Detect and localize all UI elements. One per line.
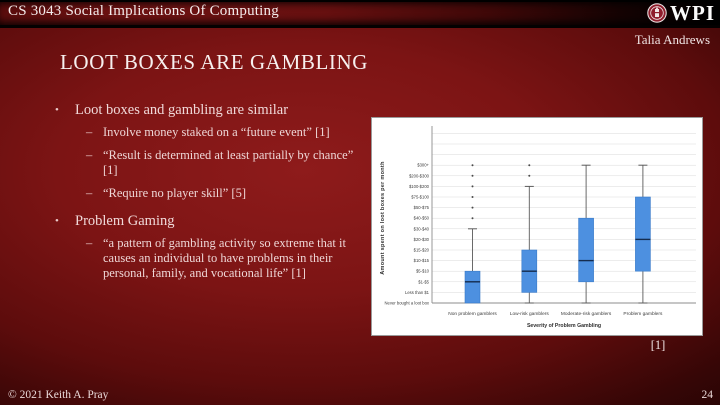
bullet-dot: • xyxy=(55,104,59,116)
x-tick-label: Moderate-risk gamblers xyxy=(561,311,612,317)
y-tick-label: Never bought a loot box xyxy=(385,301,430,306)
wpi-logo: WPI xyxy=(647,1,715,25)
copyright-text: © 2021 Keith A. Pray xyxy=(8,389,109,401)
y-tick-label: $15-$20 xyxy=(414,248,430,253)
y-tick-label: $10-$15 xyxy=(414,258,430,263)
sub-bullet-item: – “Require no player skill” [5] xyxy=(86,186,363,201)
x-tick-label: Non problem gamblers xyxy=(448,311,497,317)
slide-title: LOOT BOXES ARE GAMBLING xyxy=(60,50,369,74)
bullet-dash: – xyxy=(86,186,93,201)
wpi-seal-icon xyxy=(647,3,667,23)
boxplot-svg: Never bought a loot box Less than $1 $1-$5… xyxy=(380,126,696,329)
sub-bullet-list: – Involve money staked on a “future event… xyxy=(55,125,363,201)
sub-bullet-text: “Require no player skill” [5] xyxy=(103,186,247,201)
page-number: 24 xyxy=(701,389,714,401)
outlier-dot xyxy=(471,206,474,209)
bullet-list: • Loot boxes and gambling are similar – Inv… xyxy=(55,102,363,293)
box xyxy=(464,270,481,304)
sub-bullet-list: – “a pattern of gambling activity so extr… xyxy=(55,236,363,281)
y-tick-label: $1-$5 xyxy=(418,279,429,284)
y-tick-label: $300+ xyxy=(417,163,429,168)
y-tick-label: $200-$300 xyxy=(409,173,430,178)
sub-bullet-item: – “a pattern of gambling activity so extr… xyxy=(86,236,363,281)
x-tick-label: Problem gamblers xyxy=(623,311,663,317)
bullet-dot: • xyxy=(55,215,59,228)
x-tick-label: Low-risk gamblers xyxy=(510,311,550,317)
outlier-dot xyxy=(471,185,474,188)
wpi-logo-text: WPI xyxy=(670,1,715,25)
x-axis-title: Severity of Problem Gambling xyxy=(527,323,601,329)
outlier-dot xyxy=(471,217,474,220)
bullet-text: Problem Gaming xyxy=(75,213,175,230)
y-tick-label: $75-$100 xyxy=(411,195,429,200)
outlier-dot xyxy=(471,164,474,167)
bullet-text: Loot boxes and gambling are similar xyxy=(75,102,289,118)
y-tick-label: $5-$10 xyxy=(416,269,430,274)
bullet-dash: – xyxy=(86,125,93,140)
y-tick-label: $50-$75 xyxy=(414,205,430,210)
box xyxy=(635,196,651,272)
chart-citation: [1] xyxy=(650,338,666,352)
author-name: Talia Andrews xyxy=(634,32,710,47)
sub-bullet-item: – “Result is determined at least partiall… xyxy=(86,148,363,178)
sub-bullet-text: “Result is determined at least partially… xyxy=(103,148,354,178)
y-tick-label: $30-$40 xyxy=(414,226,430,231)
header-bar xyxy=(0,0,720,28)
outlier-dot xyxy=(528,164,531,167)
sub-bullet-text: Involve money staked on a “future event”… xyxy=(103,125,330,140)
bullet-dash: – xyxy=(86,236,93,251)
bullet-item: • Problem Gaming xyxy=(55,213,363,230)
outlier-dot xyxy=(471,196,474,198)
bullet-item: • Loot boxes and gambling are similar xyxy=(55,102,363,119)
bullet-dash: – xyxy=(86,148,93,163)
outlier-dot xyxy=(471,174,474,177)
course-title: CS 3043 Social Implications Of Computing xyxy=(8,3,279,19)
y-tick-label: $20-$30 xyxy=(414,237,430,242)
boxplot-chart: Never bought a loot box Less than $1 $1-$5… xyxy=(371,117,703,336)
box xyxy=(578,217,594,283)
sub-bullet-text: “a pattern of gambling activity so extre… xyxy=(103,236,346,281)
outlier-dot xyxy=(528,174,531,177)
y-axis-title: Amount spent on loot boxes per month xyxy=(380,161,386,275)
y-tick-label: $100-$200 xyxy=(409,184,430,189)
y-tick-label: Less than $1 xyxy=(405,290,430,295)
sub-bullet-item: – Involve money staked on a “future event… xyxy=(86,125,363,140)
y-tick-label: $40-$50 xyxy=(414,216,430,221)
